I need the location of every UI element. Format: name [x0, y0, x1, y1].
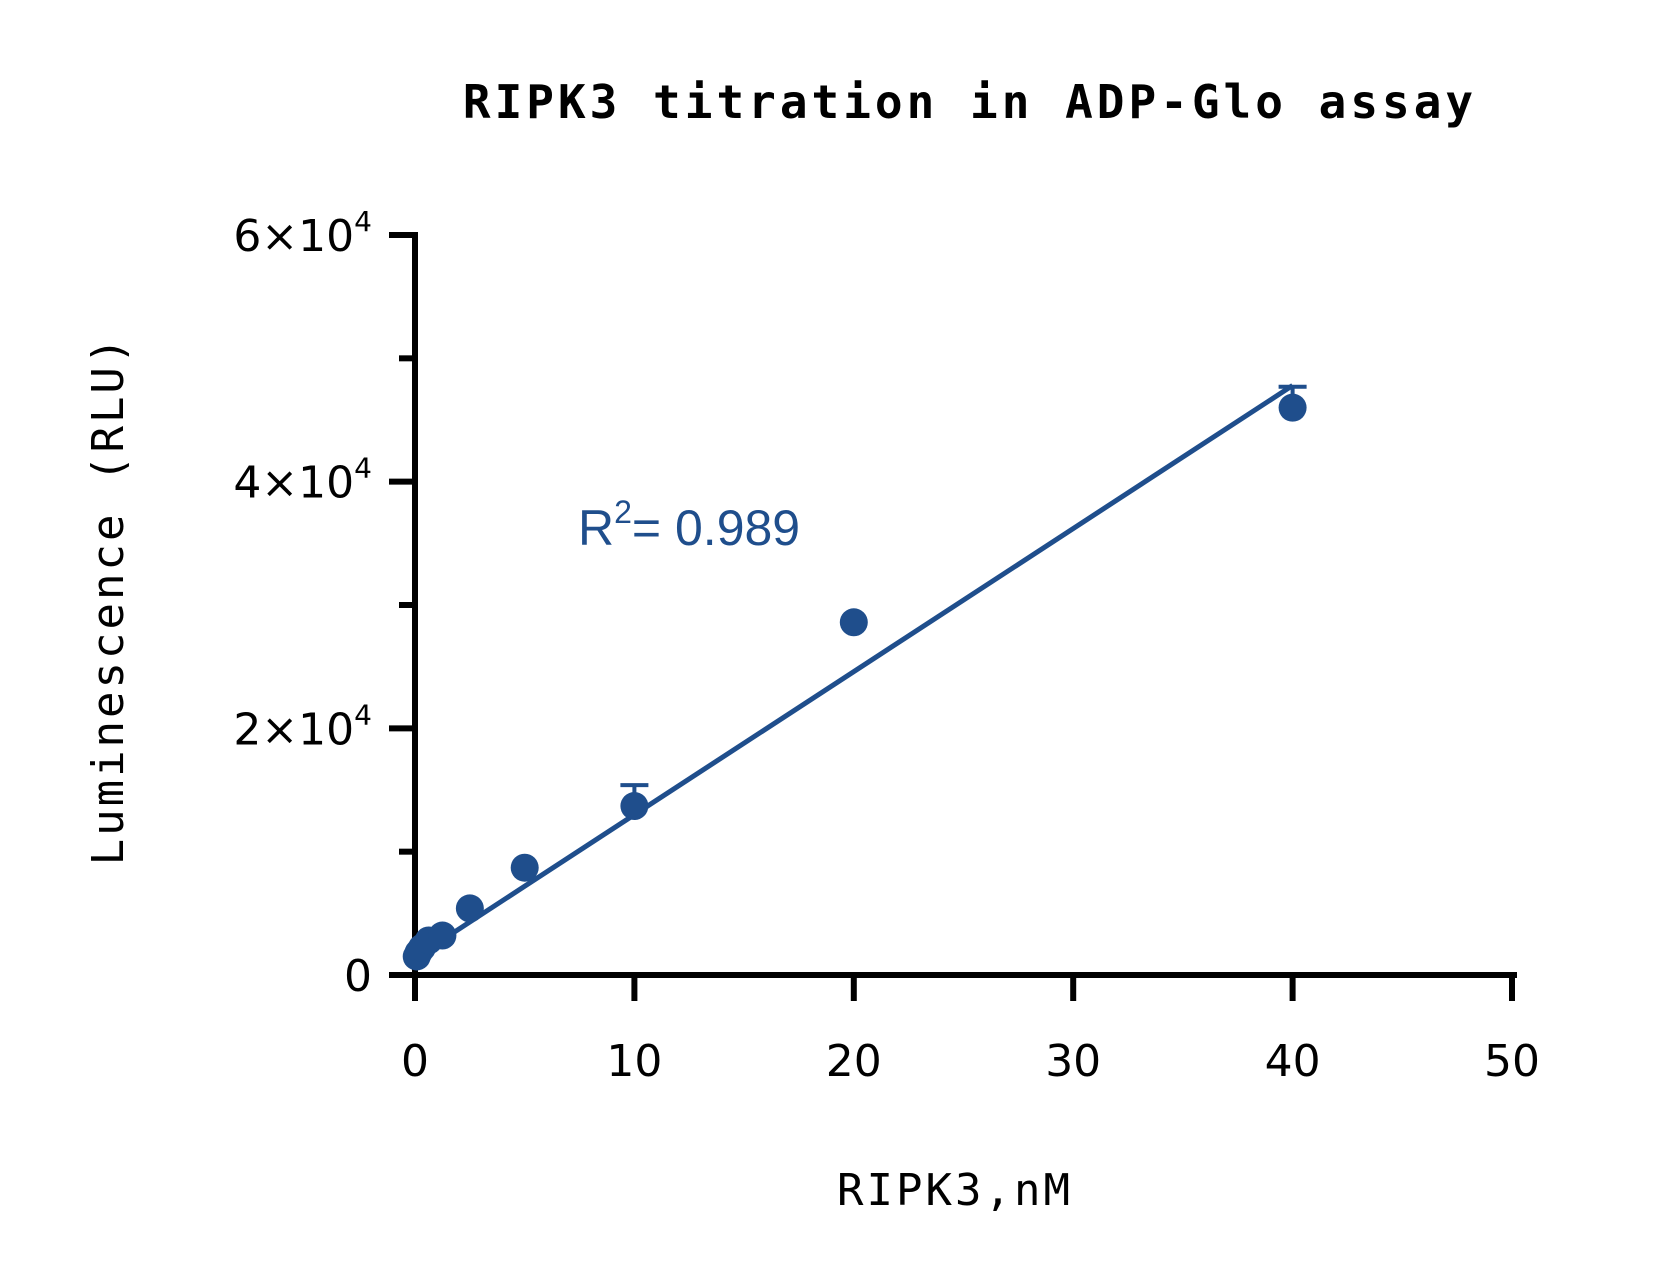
- y-tick-label-exponent: 4: [354, 452, 372, 485]
- data-point: [455, 894, 484, 923]
- y-tick-label: 2×104: [233, 698, 372, 755]
- y-tick-label: 6×104: [233, 205, 372, 262]
- error-bars: [620, 384, 1307, 807]
- r-squared-r: R: [578, 500, 614, 556]
- x-tick-label: 30: [1045, 1036, 1101, 1087]
- fit-line-group: [413, 383, 1294, 960]
- data-points: [402, 393, 1307, 971]
- r-squared-sup: 2: [614, 494, 632, 530]
- x-tick-label: 50: [1484, 1036, 1540, 1087]
- x-tick-label: 10: [606, 1036, 662, 1087]
- data-point: [620, 792, 649, 821]
- y-axis-label: Luminescence (RLU): [83, 335, 134, 866]
- y-tick-label-mantissa: 6×10: [233, 211, 354, 262]
- y-tick-label: 4×104: [233, 452, 372, 509]
- x-ticks: 0 10 20 30 40 50: [401, 975, 1540, 1087]
- x-axis-label: RIPK3,nM: [837, 1165, 1073, 1216]
- data-point: [428, 921, 457, 950]
- r-squared-annotation: R2= 0.989: [578, 494, 800, 556]
- x-tick-label: 0: [401, 1036, 429, 1087]
- y-tick-label-mantissa: 4×10: [233, 458, 354, 509]
- fit-line: [413, 383, 1294, 960]
- data-point: [510, 853, 539, 882]
- chart-title: RIPK3 titration in ADP-Glo assay: [463, 75, 1477, 129]
- data-point: [1278, 393, 1307, 422]
- x-tick-label: 20: [826, 1036, 882, 1087]
- y-tick-label: 0: [344, 951, 372, 1002]
- y-tick-label-mantissa: 0: [344, 951, 372, 1002]
- data-point: [839, 608, 868, 637]
- axes: [412, 232, 1517, 978]
- r-squared-value: = 0.989: [632, 500, 800, 556]
- y-tick-label-exponent: 4: [354, 205, 372, 238]
- x-tick-label: 40: [1265, 1036, 1321, 1087]
- y-tick-label-exponent: 4: [354, 698, 372, 731]
- y-tick-label-mantissa: 2×10: [233, 704, 354, 755]
